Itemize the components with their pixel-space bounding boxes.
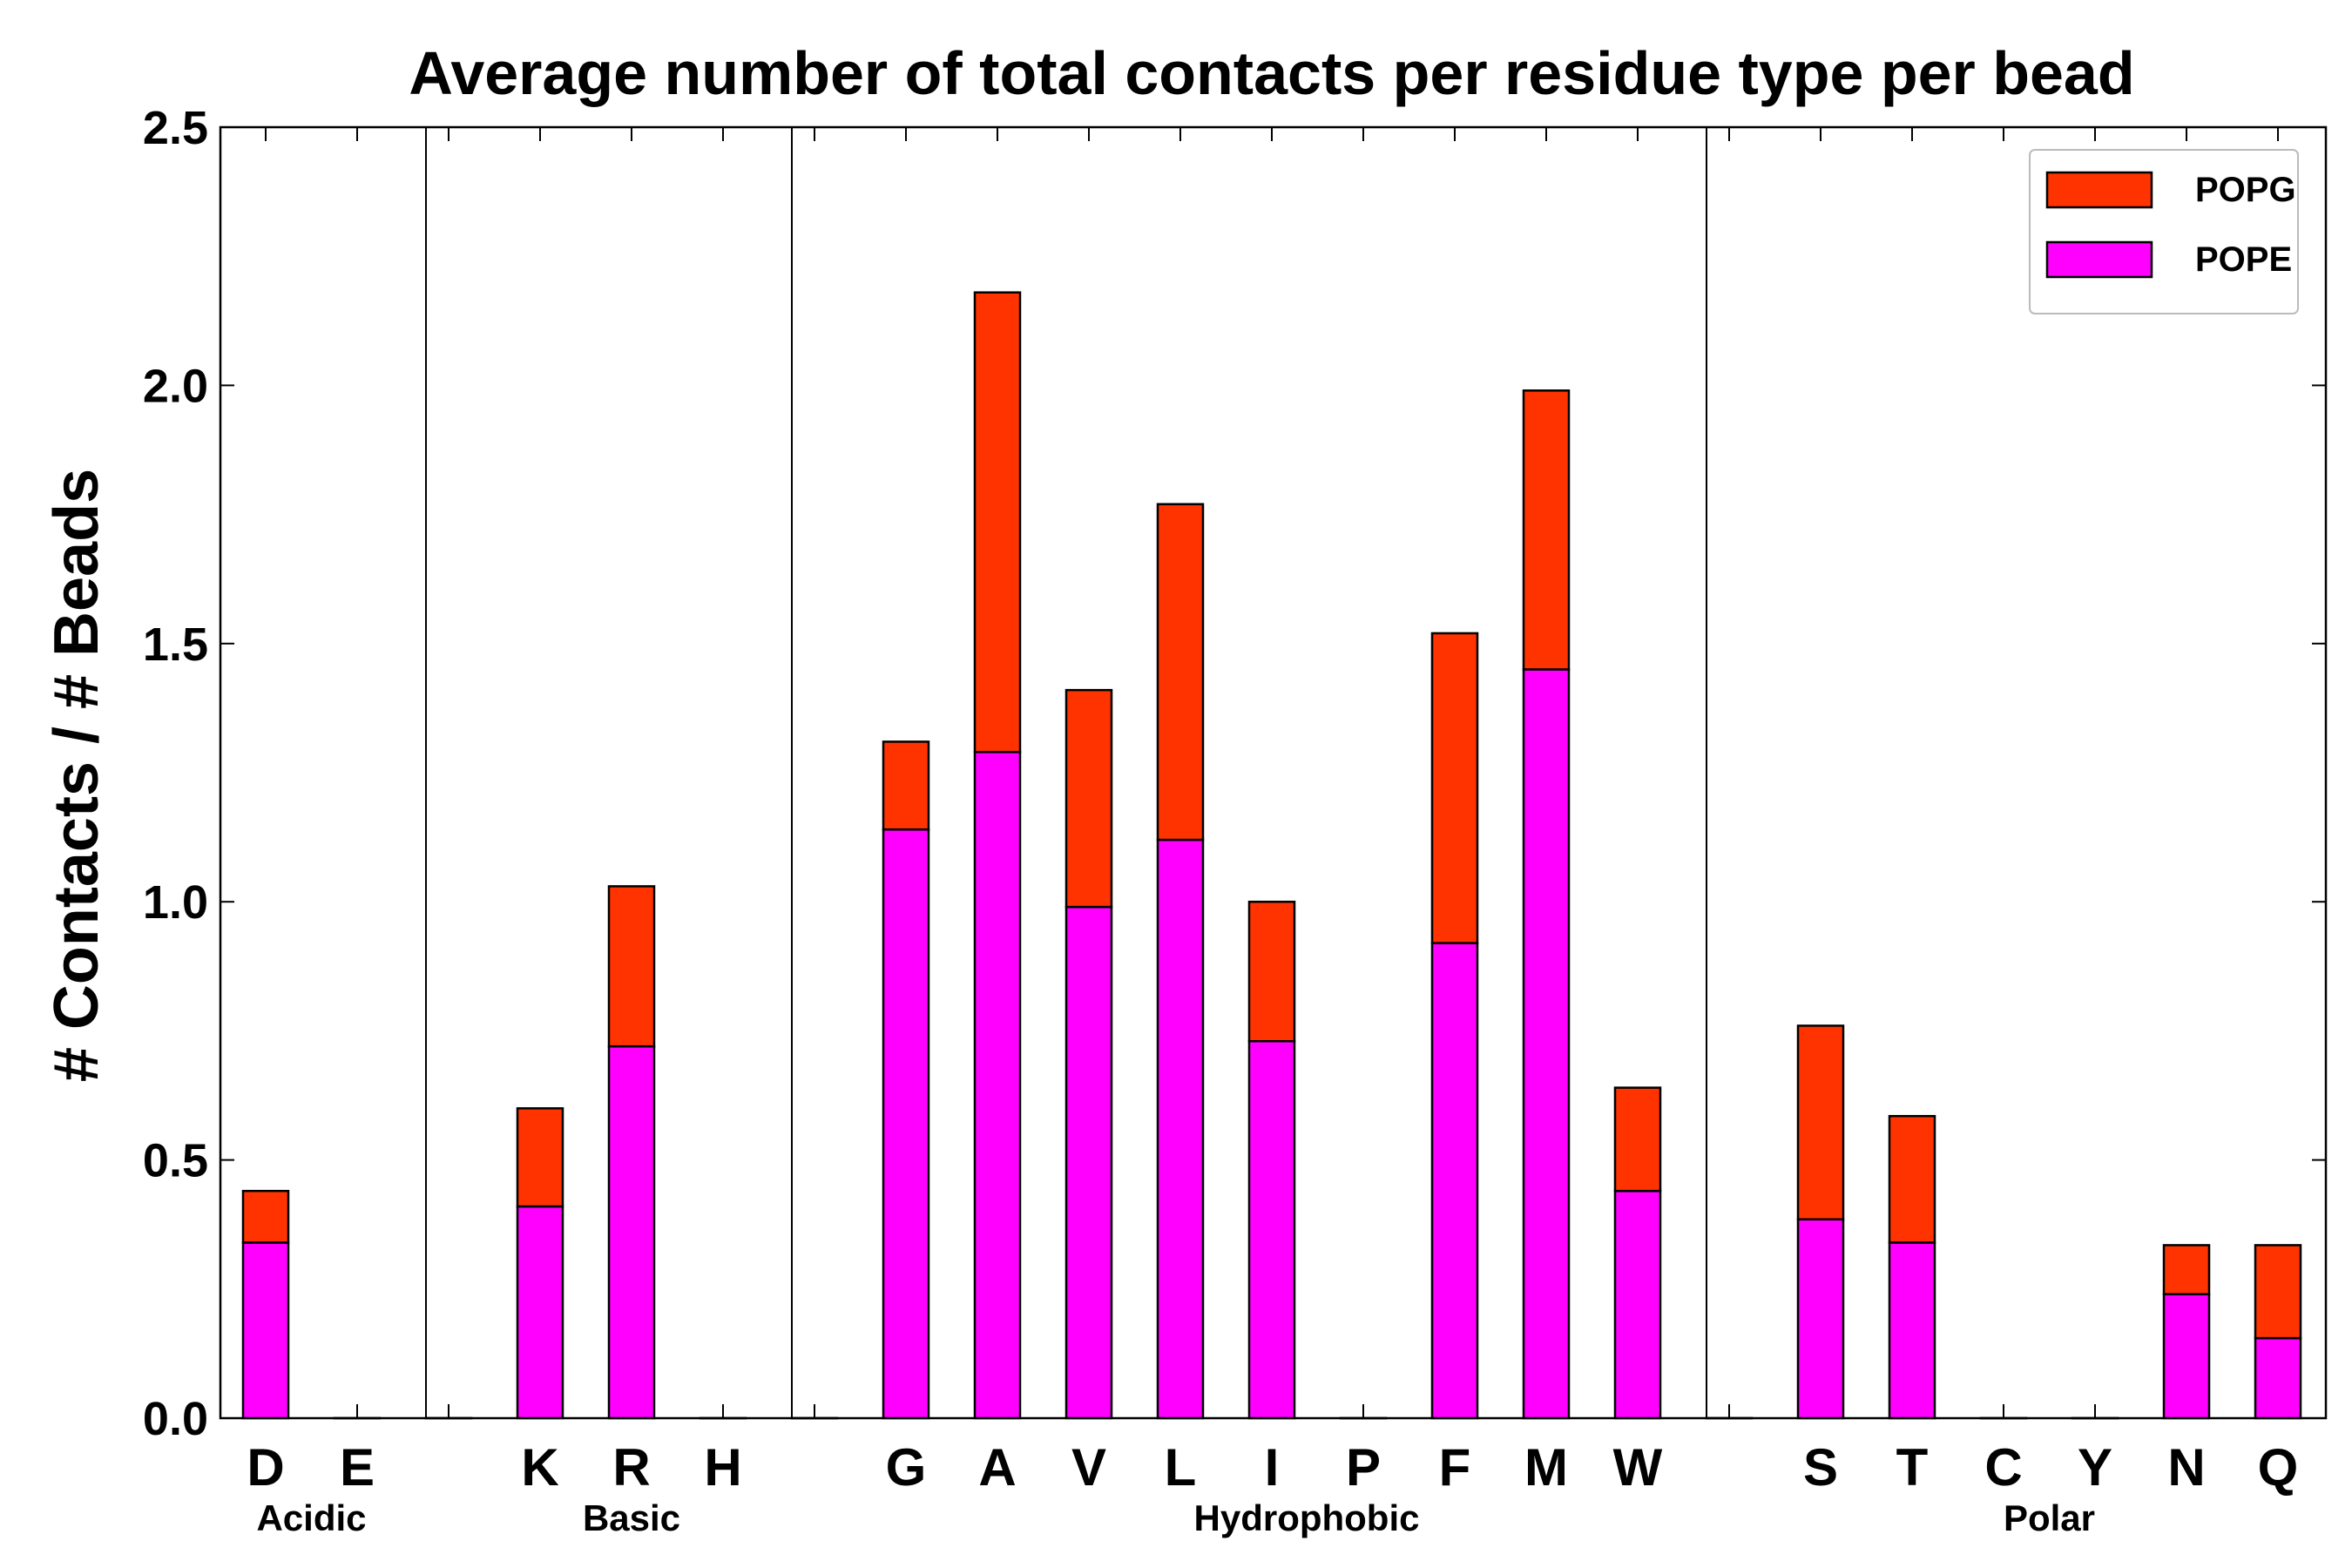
y-tick-label: 0.0 (143, 1393, 208, 1445)
x-tick-label: W (1613, 1438, 1663, 1497)
x-tick-label: V (1071, 1438, 1106, 1497)
y-axis-label: # Contacts / # Beads (42, 469, 112, 1082)
group-label: Acidic (256, 1497, 366, 1538)
bar-popg (1156, 503, 1205, 841)
bar-pope (882, 828, 930, 1420)
y-tick-label: 1.0 (143, 876, 208, 929)
bar-pope (1064, 905, 1113, 1420)
legend-label-popg: POPG (2195, 171, 2296, 209)
plot-area: 0.0 0.5 1.0 1.5 2.0 2.5 D E K R H G A V L I P F M W S T C Y N Q Ac… (143, 102, 2328, 1538)
bar-popg (241, 1189, 290, 1244)
bar-pope (1796, 1218, 1845, 1420)
bar-pope (1430, 942, 1479, 1420)
bar-pope (1522, 668, 1571, 1420)
legend-swatch-pope (2045, 240, 2153, 279)
x-tick-label: G (886, 1438, 927, 1497)
x-tick-label: M (1524, 1438, 1568, 1497)
bar-popg (1888, 1114, 1936, 1244)
x-tick-label: I (1265, 1438, 1280, 1497)
bar-popg (882, 740, 930, 831)
bar-pope (1247, 1040, 1296, 1420)
x-tick-label: Q (2258, 1438, 2299, 1497)
legend-label-pope: POPE (2195, 240, 2292, 279)
y-tick-label: 2.0 (143, 360, 208, 412)
x-tick-label: D (247, 1438, 284, 1497)
bar-popg (2254, 1244, 2302, 1340)
x-tick-label: R (612, 1438, 650, 1497)
bar-popg (1522, 389, 1571, 671)
legend-swatch-popg (2045, 171, 2153, 209)
group-label: Polar (2004, 1497, 2095, 1538)
x-tick-label: E (340, 1438, 375, 1497)
y-tick-label: 0.5 (143, 1135, 208, 1187)
group-label: Basic (583, 1497, 680, 1538)
x-tick-label: P (1346, 1438, 1381, 1497)
bar-pope (1888, 1241, 1936, 1420)
bar-popg (2162, 1244, 2211, 1295)
y-tick-label: 1.5 (143, 618, 208, 671)
bar-popg (1430, 632, 1479, 944)
x-tick-label: F (1439, 1438, 1471, 1497)
x-tick-label: A (978, 1438, 1016, 1497)
x-tick-label: K (521, 1438, 558, 1497)
bar-pope (1613, 1189, 1662, 1420)
bar-popg (973, 291, 1022, 754)
bar-popg (1796, 1024, 1845, 1221)
bar-pope (2162, 1293, 2211, 1420)
y-tick-label: 2.5 (143, 102, 208, 154)
x-tick-label: T (1896, 1438, 1929, 1497)
bar-pope (241, 1241, 290, 1420)
bar-pope (607, 1044, 656, 1420)
x-tick-label: C (1984, 1438, 2022, 1497)
x-tick-label: L (1165, 1438, 1197, 1497)
group-label: Hydrophobic (1194, 1497, 1420, 1538)
x-tick-label: S (1803, 1438, 1838, 1497)
x-tick-label: N (2167, 1438, 2205, 1497)
chart-title: Average number of total contacts per res… (409, 39, 2134, 107)
bar-pope (516, 1205, 564, 1420)
bar-popg (516, 1107, 564, 1208)
x-tick-label: Y (2078, 1438, 2112, 1497)
bar-pope (973, 751, 1022, 1420)
bar-popg (1064, 688, 1113, 909)
bar-pope (2254, 1336, 2302, 1420)
bar-popg (1613, 1086, 1662, 1193)
bar-popg (1247, 900, 1296, 1043)
bar-pope (1156, 838, 1205, 1420)
x-tick-label: H (704, 1438, 741, 1497)
bar-popg (607, 885, 656, 1048)
